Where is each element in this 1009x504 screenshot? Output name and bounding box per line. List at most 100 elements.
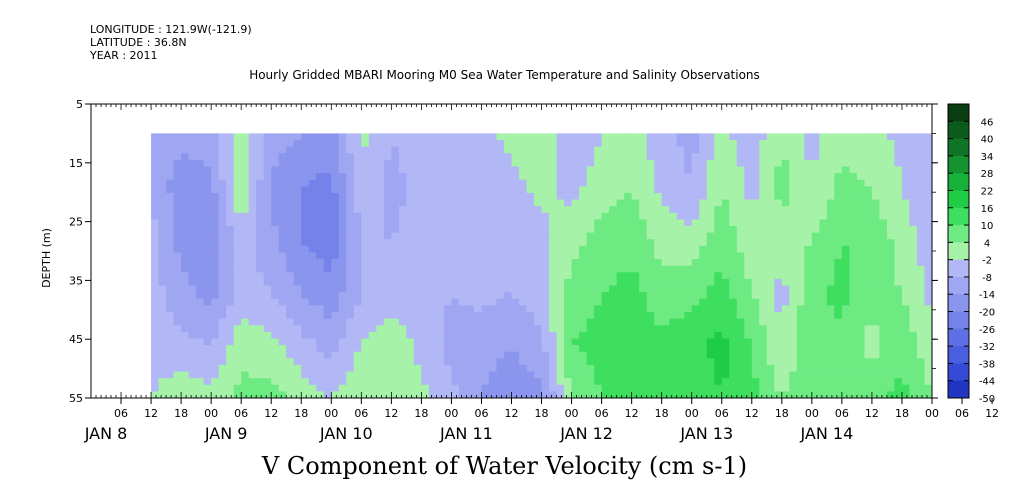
heatmap-cell <box>488 212 497 220</box>
heatmap-cell <box>886 364 895 372</box>
heatmap-cell <box>729 305 738 313</box>
heatmap-cell <box>616 219 625 227</box>
heatmap-cell <box>308 153 317 161</box>
heatmap-cell <box>564 358 572 366</box>
x-tick-label: 06 <box>715 407 729 420</box>
heatmap-cell <box>826 212 835 220</box>
heatmap-cell <box>346 351 355 359</box>
heatmap-cell <box>661 252 670 260</box>
heatmap-cell <box>293 232 302 240</box>
heatmap-cell <box>594 192 603 200</box>
heatmap-cell <box>721 272 730 280</box>
heatmap-cell <box>736 285 745 293</box>
heatmap-cell <box>361 186 370 194</box>
heatmap-cell <box>511 371 520 379</box>
heatmap-cell <box>436 265 445 273</box>
heatmap-cell <box>759 364 768 372</box>
heatmap-cell <box>849 259 858 267</box>
colorbar-label: 34 <box>981 152 994 163</box>
heatmap-cell <box>789 272 798 280</box>
heatmap-cell <box>526 272 535 280</box>
x-tick-label: 06 <box>955 407 969 420</box>
heatmap-cell <box>226 199 235 207</box>
heatmap-cell <box>481 206 490 214</box>
heatmap-cell <box>346 179 355 187</box>
heatmap-cell <box>879 186 888 194</box>
heatmap-cell <box>901 305 910 313</box>
heatmap-cell <box>669 371 678 379</box>
heatmap-cell <box>729 345 738 353</box>
heatmap-cell <box>263 345 272 353</box>
heatmap-cell <box>451 278 460 286</box>
heatmap-cell <box>398 345 407 353</box>
heatmap-cell <box>751 206 760 214</box>
heatmap-cell <box>721 186 730 194</box>
heatmap-cell <box>856 212 865 220</box>
heatmap-cell <box>233 192 242 200</box>
heatmap-cell <box>661 364 670 372</box>
heatmap-cell <box>376 212 385 220</box>
heatmap-cell <box>353 232 362 240</box>
heatmap-cell <box>158 331 167 339</box>
heatmap-cell <box>436 252 445 260</box>
heatmap-cell <box>729 278 738 286</box>
heatmap-cell <box>241 206 250 214</box>
heatmap-cell <box>841 378 850 386</box>
heatmap-cell <box>368 384 377 392</box>
heatmap-cell <box>556 345 565 353</box>
heatmap-cell <box>196 159 205 167</box>
heatmap-cell <box>631 239 640 247</box>
heatmap-cell <box>654 272 663 280</box>
heatmap-cell <box>218 364 227 372</box>
heatmap-cell <box>676 298 685 306</box>
heatmap-cell <box>519 351 527 359</box>
heatmap-cell <box>774 378 783 386</box>
heatmap-cell <box>413 192 422 200</box>
heatmap-cell <box>496 285 505 293</box>
heatmap-cell <box>526 179 535 187</box>
heatmap-cell <box>616 192 625 200</box>
heatmap-cell <box>691 219 700 227</box>
heatmap-cell <box>736 192 745 200</box>
heatmap-cell <box>811 146 820 154</box>
heatmap-cell <box>759 179 768 187</box>
heatmap-cell <box>361 331 370 339</box>
heatmap-cell <box>616 186 625 194</box>
heatmap-cell <box>226 384 235 392</box>
heatmap-cell <box>316 338 325 346</box>
heatmap-cell <box>751 391 760 399</box>
heatmap-cell <box>331 159 340 167</box>
heatmap-cell <box>549 140 557 148</box>
heatmap-cell <box>383 212 392 220</box>
heatmap-cell <box>481 239 490 247</box>
colorbar-label: 28 <box>981 169 994 180</box>
heatmap-cell <box>398 153 407 161</box>
heatmap-cell <box>661 378 670 386</box>
heatmap-cell <box>856 146 865 154</box>
heatmap-cell <box>308 345 317 353</box>
heatmap-cell <box>549 272 557 280</box>
heatmap-cell <box>293 166 302 174</box>
heatmap-cell <box>458 278 467 286</box>
heatmap-cell <box>654 206 663 214</box>
heatmap-cell <box>571 292 580 300</box>
heatmap-cell <box>263 159 272 167</box>
heatmap-cell <box>496 232 505 240</box>
heatmap-cell <box>466 159 475 167</box>
heatmap-cell <box>158 325 167 333</box>
heatmap-cell <box>744 265 753 273</box>
heatmap-cell <box>766 173 775 181</box>
heatmap-cell <box>383 292 392 300</box>
heatmap-cell <box>226 140 235 148</box>
heatmap-cell <box>856 179 865 187</box>
heatmap-cell <box>458 212 467 220</box>
heatmap-cell <box>233 206 242 214</box>
heatmap-cell <box>503 272 512 280</box>
heatmap-cell <box>819 364 828 372</box>
heatmap-cell <box>864 226 873 234</box>
heatmap-cell <box>736 259 745 267</box>
heatmap-cell <box>781 179 790 187</box>
heatmap-cell <box>759 146 768 154</box>
heatmap-cell <box>428 378 437 386</box>
heatmap-cell <box>669 153 678 161</box>
